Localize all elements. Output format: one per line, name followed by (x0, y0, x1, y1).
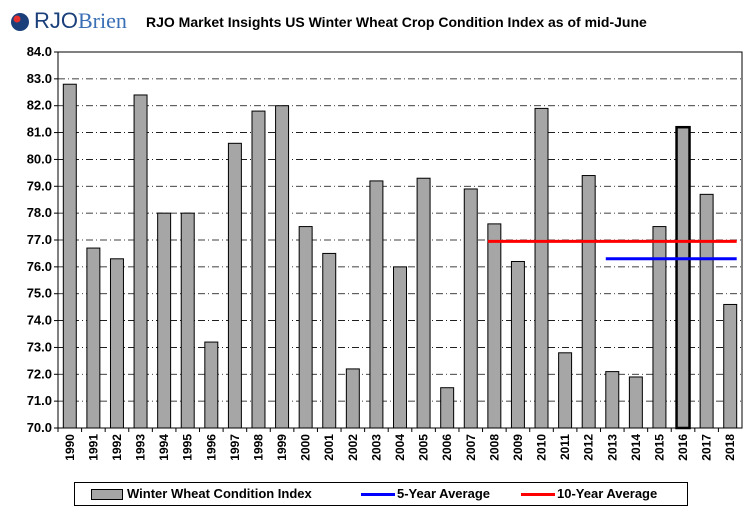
logo-wordmark: RJOBrien (34, 8, 127, 34)
x-tick-label: 1993 (134, 434, 148, 461)
y-tick-label: 78.0 (27, 205, 52, 220)
bar-chart: 70.0 71.0 72.0 73.0 74.0 75.0 76.0 77.0 78.0 79.0… (27, 44, 743, 461)
y-tick-label: 77.0 (27, 232, 52, 247)
bar-2008 (487, 223, 502, 429)
bar-2017 (699, 193, 714, 429)
bar-2003 (369, 180, 384, 429)
y-tick-label: 80.0 (27, 151, 52, 166)
bar-2006 (440, 387, 455, 429)
bar-2007 (463, 188, 478, 429)
x-tick-label: 1996 (204, 434, 218, 461)
bar-1991 (86, 247, 101, 429)
x-tick-label: 2017 (700, 434, 714, 461)
bar-2012 (581, 175, 596, 429)
x-tick-label: 2002 (346, 434, 360, 461)
x-tick-label: 2007 (464, 434, 478, 461)
chart-legend: Winter Wheat Condition Index 5-Year Aver… (74, 482, 688, 506)
bar-2014 (628, 376, 643, 429)
x-tick-label: 2010 (535, 434, 549, 461)
bar-2015 (652, 226, 667, 429)
bar-1998 (251, 110, 266, 429)
y-tick-label: 82.0 (27, 98, 52, 113)
logo-text-rjo: RJO (34, 8, 78, 33)
bar-1992 (109, 258, 124, 429)
x-tick-label: 2018 (723, 434, 737, 461)
y-tick-label: 73.0 (27, 339, 52, 354)
logo-text-brien: Brien (78, 8, 127, 33)
bar-2013 (605, 371, 620, 429)
x-tick-label: 1997 (228, 434, 242, 461)
legend-label-condition-index: Winter Wheat Condition Index (127, 486, 312, 501)
bar-2005 (416, 177, 431, 429)
bar-1993 (133, 94, 148, 429)
bar-2011 (558, 352, 573, 429)
x-tick-label: 2004 (393, 434, 407, 461)
y-tick-label: 71.0 (27, 393, 52, 408)
x-tick-label: 2008 (487, 434, 501, 461)
bar-1996 (204, 341, 219, 429)
y-tick-label: 79.0 (27, 178, 52, 193)
bar-1990 (62, 83, 77, 429)
x-tick-label: 2014 (629, 434, 643, 461)
x-tick-label: 2016 (676, 434, 690, 461)
x-tick-label: 2015 (652, 434, 666, 461)
legend-label-10yr: 10-Year Average (557, 486, 658, 501)
y-tick-label: 72.0 (27, 366, 52, 381)
legend-swatch-5yr (361, 493, 395, 497)
y-tick-label: 74.0 (27, 313, 52, 328)
y-tick-label: 70.0 (27, 420, 52, 435)
y-tick-label: 76.0 (27, 259, 52, 274)
legend-item-condition-index: Winter Wheat Condition Index (91, 486, 312, 502)
bar-2009 (510, 260, 525, 429)
logo-mark-icon (11, 13, 29, 31)
x-tick-label: 1998 (251, 434, 265, 461)
legend-swatch-bar (91, 489, 123, 501)
bar-1997 (227, 142, 242, 429)
bar-1999 (275, 105, 290, 429)
x-tick-label: 2006 (440, 434, 454, 461)
x-tick-label: 2003 (369, 434, 383, 461)
x-tick-label: 1994 (157, 434, 171, 461)
legend-label-5yr: 5-Year Average (397, 486, 490, 501)
y-tick-label: 83.0 (27, 71, 52, 86)
y-tick-label: 75.0 (27, 286, 52, 301)
x-tick-label: 1990 (63, 434, 77, 461)
x-tick-label: 1995 (181, 434, 195, 461)
y-tick-label: 84.0 (27, 44, 52, 59)
bar-1994 (157, 212, 172, 429)
legend-item-5yr: 5-Year Average (361, 486, 490, 502)
y-tick-label: 81.0 (27, 125, 52, 140)
rjobrien-logo: RJOBrien (8, 8, 136, 38)
x-tick-label: 1991 (86, 434, 100, 461)
x-tick-label: 2012 (582, 434, 596, 461)
bar-2016 (675, 125, 691, 430)
chart-title: RJO Market Insights US Winter Wheat Crop… (146, 14, 647, 30)
x-tick-label: 2009 (511, 434, 525, 461)
legend-item-10yr: 10-Year Average (521, 486, 657, 502)
bar-2001 (322, 252, 337, 429)
bar-2010 (534, 107, 549, 429)
x-tick-label: 2001 (322, 434, 336, 461)
x-tick-label: 1992 (110, 434, 124, 461)
x-tick-label: 2013 (605, 434, 619, 461)
x-tick-label: 2005 (417, 434, 431, 461)
bar-2000 (298, 226, 313, 429)
legend-swatch-10yr (521, 493, 555, 497)
bar-2018 (723, 303, 738, 429)
bar-1995 (180, 212, 195, 429)
x-tick-label: 2011 (558, 434, 572, 460)
x-tick-label: 1999 (275, 434, 289, 461)
bar-2004 (393, 266, 407, 429)
x-tick-label: 2000 (299, 434, 313, 461)
bar-2002 (345, 368, 360, 429)
